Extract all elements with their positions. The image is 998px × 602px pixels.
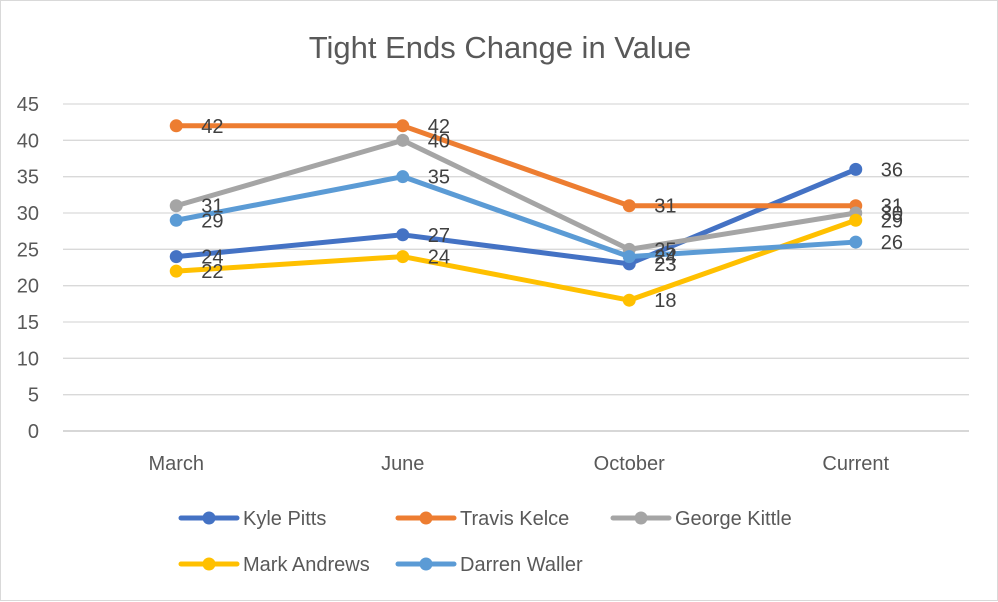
data-label: 27 <box>428 225 450 247</box>
data-label: 40 <box>428 130 450 152</box>
y-axis: 0 5 10 15 20 25 30 35 40 45 <box>17 94 39 443</box>
series-layer <box>169 119 863 307</box>
data-label: 24 <box>428 247 450 269</box>
data-label: 31 <box>881 196 903 218</box>
data-point <box>169 199 183 213</box>
data-point <box>849 213 863 227</box>
data-label: 26 <box>881 232 903 254</box>
data-label: 29 <box>201 210 223 232</box>
data-label: 30 <box>881 203 903 225</box>
legend: Kyle Pitts Travis Kelce George Kittle Mark … <box>178 508 792 576</box>
legend-marker <box>202 557 216 571</box>
data-point <box>169 264 183 278</box>
legend-marker <box>419 557 433 571</box>
data-point <box>622 293 636 307</box>
data-label: 31 <box>654 196 676 218</box>
series-line <box>173 217 859 303</box>
series-line <box>173 166 859 267</box>
data-point <box>849 162 863 176</box>
y-tick-label: 10 <box>17 348 39 370</box>
legend-label: Darren Waller <box>460 554 583 576</box>
legend-item: Darren Waller <box>395 554 583 576</box>
legend-label: George Kittle <box>675 508 792 530</box>
y-tick-label: 40 <box>17 130 39 152</box>
x-tick-label: March <box>148 453 204 475</box>
data-point <box>396 170 410 184</box>
y-tick-label: 25 <box>17 239 39 261</box>
data-label: 23 <box>654 254 676 276</box>
legend-marker <box>202 511 216 525</box>
y-tick-label: 20 <box>17 276 39 298</box>
x-tick-label: Current <box>822 453 889 475</box>
series-darren-waller <box>169 170 863 264</box>
data-label: 24 <box>201 247 223 269</box>
series-kyle-pitts <box>169 162 863 271</box>
data-label: 42 <box>428 116 450 138</box>
data-label: 18 <box>654 290 676 312</box>
data-point <box>622 250 636 264</box>
series-line <box>173 123 859 209</box>
legend-label: Travis Kelce <box>460 508 569 530</box>
legend-label: Kyle Pitts <box>243 508 326 530</box>
x-tick-label: October <box>594 453 665 475</box>
data-label: 29 <box>881 210 903 232</box>
data-point <box>622 199 636 213</box>
data-point <box>396 133 410 147</box>
legend-item: Kyle Pitts <box>178 508 326 530</box>
data-point <box>169 250 183 264</box>
legend-item: Travis Kelce <box>395 508 569 530</box>
data-label: 42 <box>201 116 223 138</box>
data-point <box>396 228 410 242</box>
data-label: 24 <box>654 247 676 269</box>
legend-marker <box>634 511 648 525</box>
data-point <box>849 235 863 249</box>
chart-title: Tight Ends Change in Value <box>309 30 692 65</box>
x-axis: March June October Current <box>148 453 889 475</box>
legend-item: George Kittle <box>610 508 792 530</box>
data-point <box>396 119 410 133</box>
series-george-kittle <box>169 133 863 256</box>
series-line <box>173 137 859 252</box>
legend-marker <box>419 511 433 525</box>
data-label: 31 <box>201 196 223 218</box>
data-point <box>169 213 183 227</box>
series-line <box>173 174 859 260</box>
legend-item: Mark Andrews <box>178 554 370 576</box>
y-tick-label: 45 <box>17 94 39 116</box>
y-tick-label: 0 <box>28 421 39 443</box>
y-tick-label: 30 <box>17 203 39 225</box>
y-tick-label: 5 <box>28 385 39 407</box>
data-label: 22 <box>201 261 223 283</box>
data-label: 25 <box>654 239 676 261</box>
x-tick-label: June <box>381 453 424 475</box>
data-label: 36 <box>881 159 903 181</box>
series-mark-andrews <box>169 213 863 307</box>
series-travis-kelce <box>169 119 863 213</box>
data-point <box>396 250 410 264</box>
legend-label: Mark Andrews <box>243 554 370 576</box>
data-point <box>169 119 183 133</box>
data-label: 35 <box>428 167 450 189</box>
y-tick-label: 35 <box>17 167 39 189</box>
y-tick-label: 15 <box>17 312 39 334</box>
